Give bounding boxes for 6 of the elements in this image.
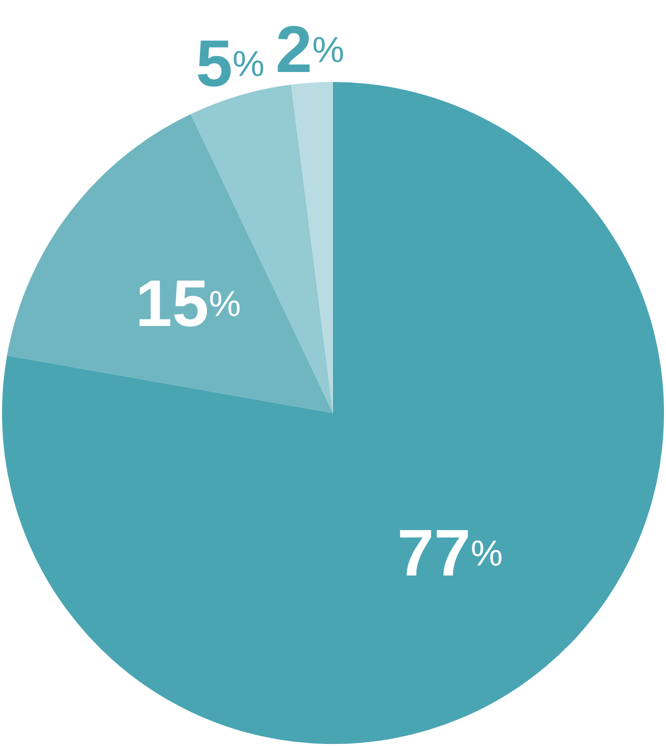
pie-slice: [7, 114, 333, 413]
data-label: 77%: [397, 515, 503, 590]
data-label: 5%: [196, 26, 265, 100]
data-label: 2%: [275, 12, 344, 86]
pie-slice: [291, 82, 333, 413]
data-label: 15%: [135, 266, 241, 340]
